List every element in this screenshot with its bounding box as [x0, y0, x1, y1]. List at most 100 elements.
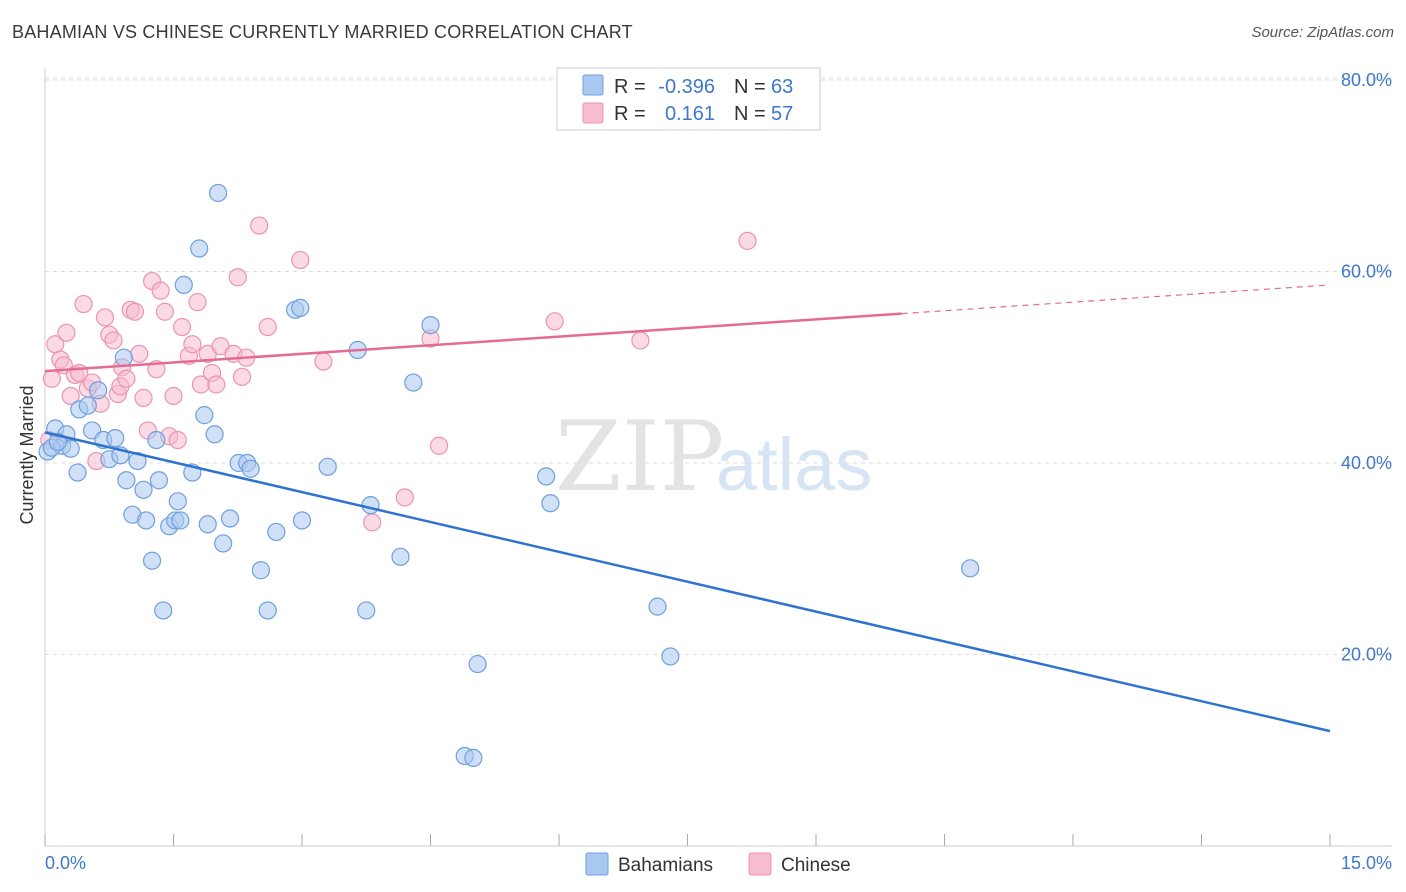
bahamian-point-45 [292, 511, 312, 530]
legend-chinese-label: Chinese [781, 855, 851, 876]
chinese-point-56 [738, 231, 757, 250]
bahamian-point-32 [198, 515, 217, 534]
chinese-point-53 [429, 436, 449, 455]
bahamian-point-31 [195, 406, 214, 425]
legend-bahamians-swatch [585, 852, 609, 876]
chinese-point-31 [164, 386, 183, 406]
watermark-zip: ZIP [555, 401, 724, 513]
bahamian-point-50 [391, 547, 410, 566]
bahamian-point-35 [214, 534, 233, 553]
legend-chinese-swatch [748, 852, 772, 876]
chinese-point-50 [363, 513, 382, 532]
bahamian-point-49 [361, 496, 380, 515]
x-tick-label-min: 0.0% [45, 853, 86, 873]
legend-swatch-pink [582, 102, 604, 124]
bahamian-point-44 [291, 298, 310, 317]
correlation-legend: R = -0.396 N = 63 R = 0.161 N = 57 [556, 67, 821, 131]
legend-bahamians-label: Bahamians [618, 855, 713, 876]
bahamian-point-9 [89, 381, 108, 400]
bahamian-point-14 [114, 348, 133, 367]
bahamian-point-56 [537, 467, 556, 486]
bahamian-point-20 [142, 551, 162, 570]
bahamian-point-19 [136, 511, 156, 530]
watermark: ZIP atlas [555, 401, 872, 513]
chinese-point-54 [545, 312, 564, 331]
bahamian-point-5 [68, 463, 87, 482]
bahamian-point-34 [208, 183, 228, 203]
bahamian-point-59 [661, 647, 680, 666]
chinese-point-46 [250, 216, 269, 235]
bahamian-points [38, 183, 980, 768]
bahamian-point-23 [154, 601, 173, 620]
legend-n-value-blue: 63 [771, 76, 793, 98]
legend-r-value-blue: -0.396 [658, 76, 715, 98]
chinese-point-36 [188, 293, 207, 312]
x-tick-label-max: 15.0% [1341, 853, 1392, 873]
y-tick-label-60: 60.0% [1341, 262, 1392, 282]
bahamian-point-27 [171, 511, 190, 530]
bahamian-point-7 [78, 396, 97, 415]
chinese-trend-line-extension [901, 284, 1331, 315]
bahamian-point-36 [220, 509, 240, 528]
y-axis-label: Currently Married [17, 385, 37, 524]
chinese-point-28 [151, 281, 170, 300]
y-axis-tick-labels: 20.0% 40.0% 60.0% 80.0% [1341, 70, 1392, 665]
bahamian-point-51 [404, 373, 423, 392]
legend-n-label-blue: N = [734, 76, 766, 98]
chinese-point-33 [172, 317, 192, 337]
bahamian-point-60 [961, 559, 980, 578]
chinese-point-43 [228, 268, 247, 287]
chinese-point-1 [42, 369, 61, 388]
bahamian-point-41 [258, 601, 277, 620]
legend-n-value-pink: 57 [771, 103, 793, 125]
watermark-atlas: atlas [716, 423, 872, 506]
chinese-point-23 [130, 344, 149, 363]
bahamian-point-39 [241, 459, 260, 478]
bahamian-point-21 [147, 430, 166, 450]
bahamian-point-26 [168, 492, 187, 511]
bahamian-point-30 [190, 239, 209, 258]
bahamian-point-40 [251, 561, 270, 580]
y-tick-label-20: 20.0% [1341, 645, 1392, 665]
bahamian-point-42 [267, 522, 286, 542]
chinese-point-14 [95, 308, 115, 327]
y-tick-label-40: 40.0% [1341, 453, 1392, 473]
chinese-point-32 [168, 430, 187, 450]
bahamian-trend-line [44, 431, 1331, 733]
chinese-point-51 [395, 488, 414, 507]
bahamian-point-17 [128, 451, 147, 471]
bahamian-point-58 [648, 597, 667, 616]
chinese-point-20 [117, 369, 136, 388]
bahamian-point-12 [106, 429, 125, 448]
bahamian-point-33 [205, 425, 224, 444]
chinese-trend-line [44, 312, 902, 373]
chinese-point-29 [155, 302, 175, 321]
chart-title: BAHAMIAN VS CHINESE CURRENTLY MARRIED CO… [12, 22, 633, 42]
chinese-point-6 [61, 386, 80, 406]
bahamian-point-15 [117, 471, 136, 490]
bahamian-point-28 [174, 275, 193, 295]
bahamian-point-55 [468, 654, 487, 674]
chinese-point-49 [314, 352, 333, 371]
chinese-point-55 [631, 331, 650, 350]
trend-lines [44, 284, 1331, 733]
legend-r-label-blue: R = [614, 76, 646, 98]
bahamian-point-46 [318, 457, 337, 476]
chinese-point-22 [125, 302, 145, 321]
bahamian-point-18 [134, 480, 153, 499]
bahamian-point-52 [421, 316, 440, 335]
bahamian-point-54 [464, 748, 483, 768]
bahamian-point-57 [541, 494, 560, 513]
legend-n-label-pink: N = [734, 103, 766, 125]
series-legend: Bahamians Chinese [585, 852, 851, 876]
chinese-point-16 [104, 331, 123, 350]
chinese-point-44 [232, 367, 252, 386]
chinese-point-48 [291, 250, 310, 270]
x-axis-ticks [44, 834, 1331, 846]
chinese-point-9 [74, 294, 93, 314]
chinese-point-47 [258, 317, 277, 337]
y-tick-label-80: 80.0% [1341, 70, 1392, 90]
legend-r-label-pink: R = [614, 103, 646, 125]
chinese-point-5 [57, 323, 76, 342]
